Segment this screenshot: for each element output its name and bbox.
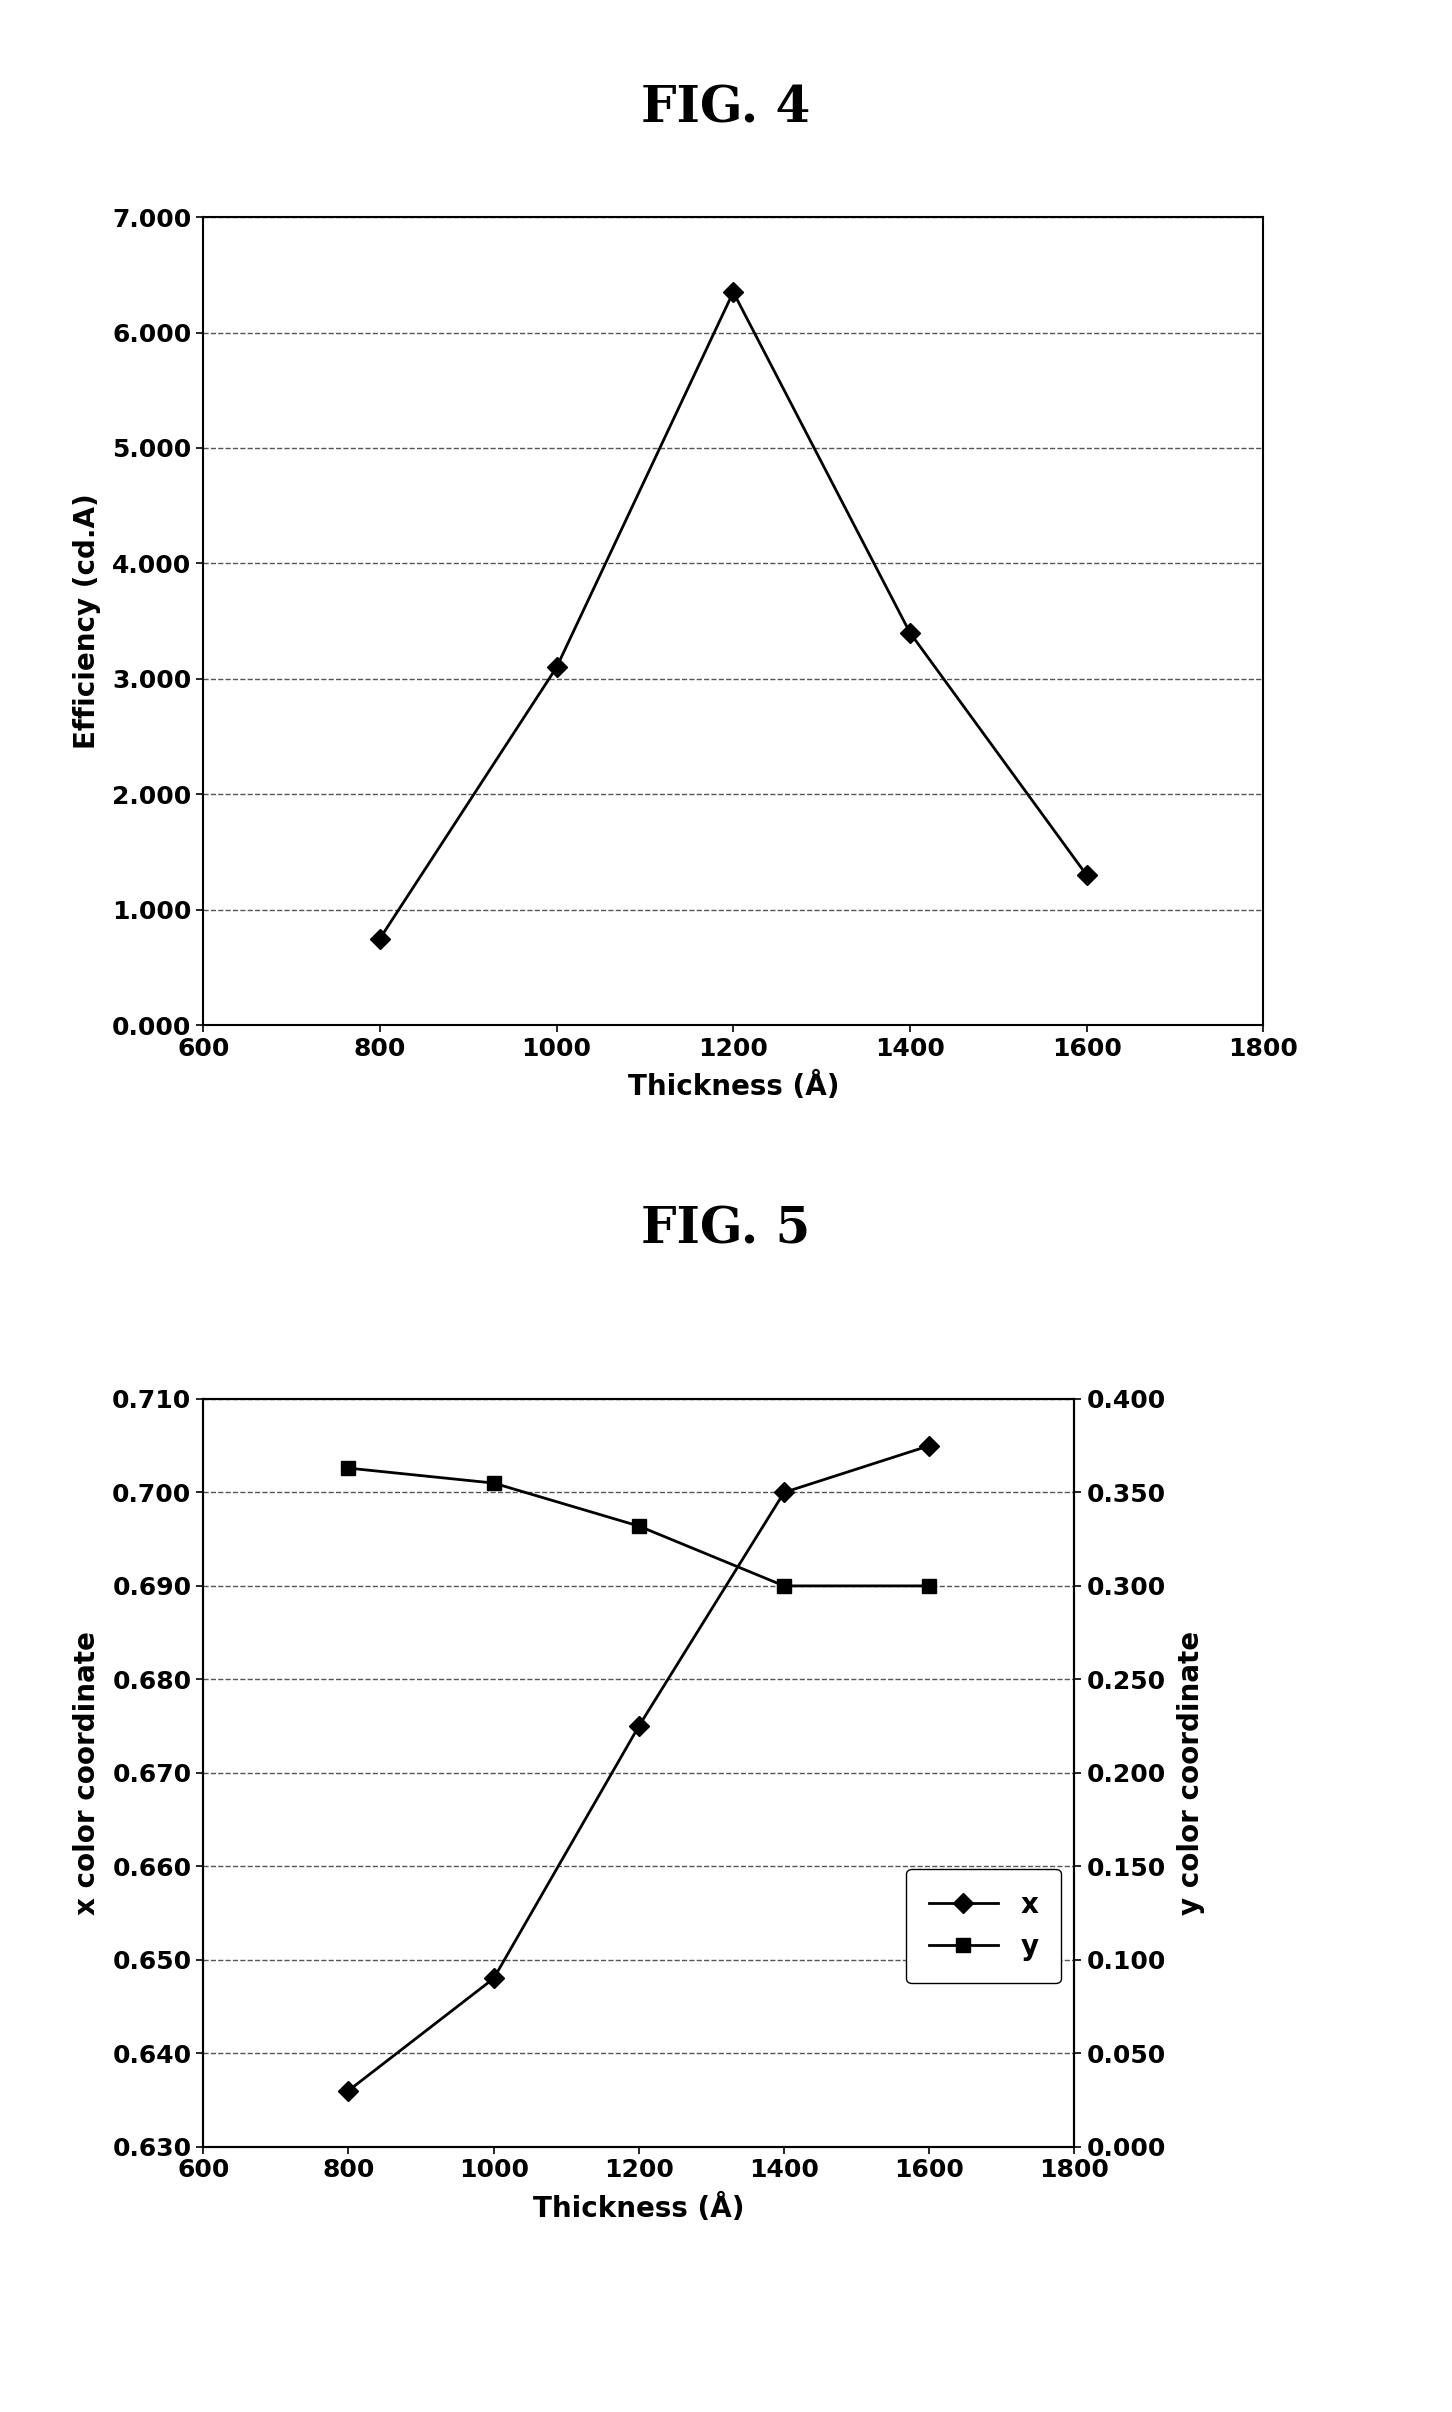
Y-axis label: x color coordinate: x color coordinate	[73, 1631, 102, 1915]
x	[340, 2077, 357, 2106]
x	[485, 1963, 502, 1992]
X-axis label: Thickness (Å): Thickness (Å)	[627, 1071, 839, 1102]
y	[340, 1454, 357, 1483]
X-axis label: Thickness (Å): Thickness (Å)	[533, 2193, 745, 2224]
y	[775, 1573, 793, 1602]
y	[630, 1512, 648, 1541]
y	[921, 1573, 938, 1602]
Line: y: y	[341, 1462, 937, 1592]
Line: x: x	[341, 1438, 937, 2098]
x	[921, 1430, 938, 1459]
Text: FIG. 5: FIG. 5	[642, 1206, 810, 1254]
Y-axis label: y color coordinate: y color coordinate	[1176, 1631, 1205, 1915]
x	[630, 1713, 648, 1741]
x	[775, 1479, 793, 1508]
Legend: x, y: x, y	[906, 1869, 1060, 1983]
y	[485, 1469, 502, 1498]
Text: FIG. 4: FIG. 4	[642, 84, 810, 133]
Y-axis label: Efficiency (cd.A): Efficiency (cd.A)	[73, 492, 102, 750]
